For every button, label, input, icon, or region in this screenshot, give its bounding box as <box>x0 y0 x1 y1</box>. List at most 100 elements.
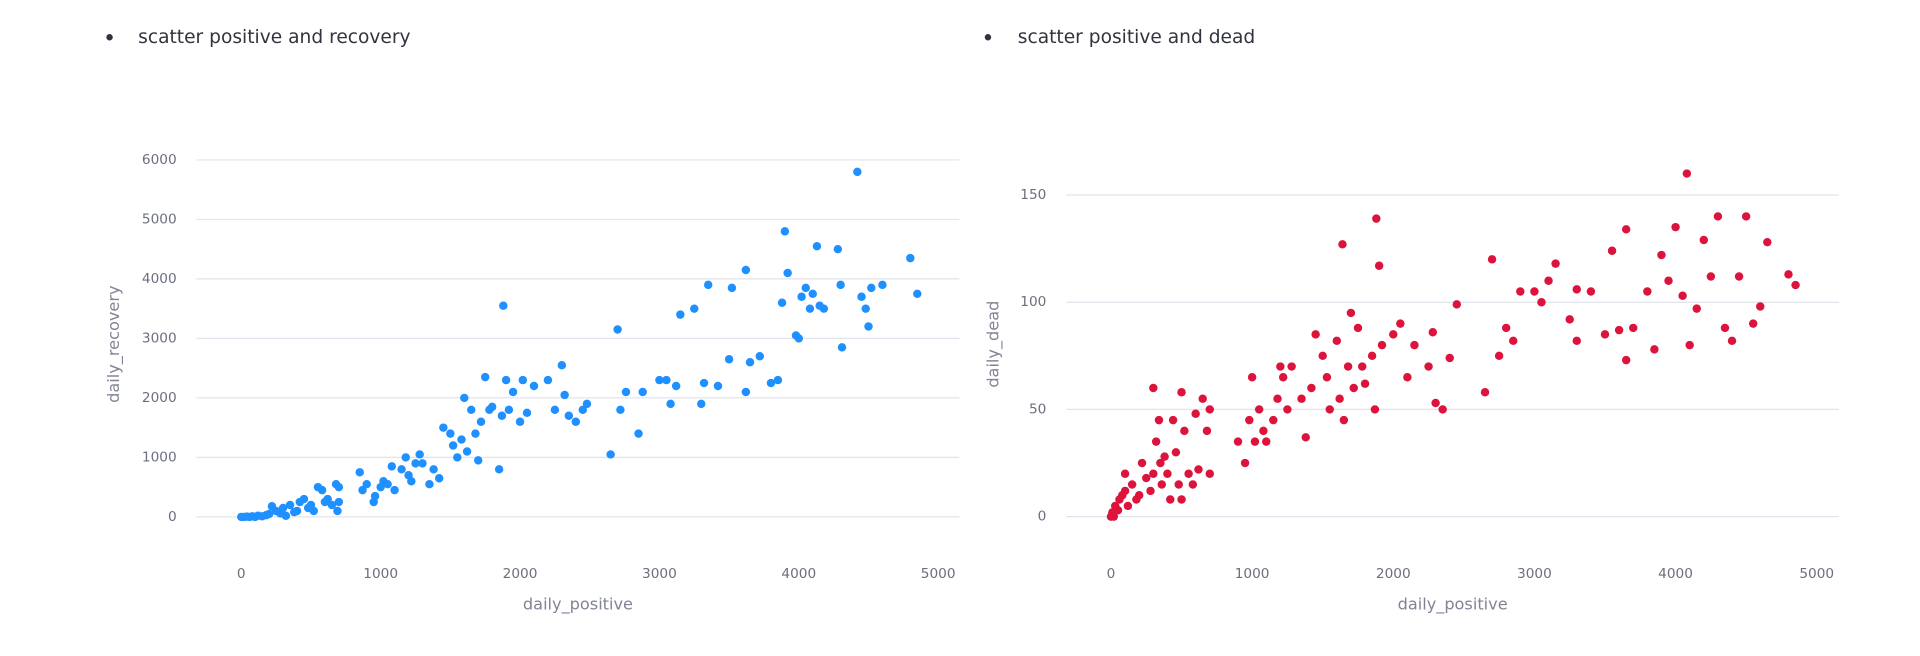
point <box>429 465 438 474</box>
point <box>699 378 709 388</box>
y-tick-label: 1000 <box>142 449 177 465</box>
point <box>1205 469 1214 478</box>
point <box>1346 308 1356 318</box>
point <box>1247 373 1257 382</box>
point <box>1720 323 1730 333</box>
point <box>741 387 751 397</box>
point <box>1431 398 1440 408</box>
point <box>1445 353 1454 363</box>
point <box>1177 495 1186 504</box>
point <box>557 360 567 370</box>
x-tick-label: 2000 <box>1376 566 1411 582</box>
point <box>1123 501 1133 511</box>
point <box>1339 415 1349 425</box>
point <box>358 485 367 495</box>
point <box>281 511 291 520</box>
point <box>819 304 829 313</box>
point <box>613 325 622 334</box>
point <box>1188 480 1198 489</box>
point <box>1287 362 1296 371</box>
point <box>1184 469 1193 478</box>
point <box>418 459 427 468</box>
point <box>1565 315 1574 324</box>
point <box>571 417 581 426</box>
point <box>1428 328 1438 337</box>
point <box>662 375 671 385</box>
point <box>474 456 483 465</box>
point <box>401 453 410 462</box>
point <box>1706 272 1716 281</box>
point <box>1137 458 1147 468</box>
point <box>1109 512 1119 521</box>
point <box>1180 426 1189 436</box>
y-tick-label: 0 <box>1038 509 1047 525</box>
point <box>327 500 337 510</box>
point <box>1202 426 1212 436</box>
point <box>1657 250 1666 260</box>
point <box>1349 383 1358 393</box>
point <box>494 465 504 474</box>
point <box>861 304 870 313</box>
point <box>837 343 847 352</box>
point <box>1692 304 1701 313</box>
y-tick-label: 3000 <box>142 330 177 346</box>
point <box>1146 486 1155 496</box>
point <box>1269 415 1278 425</box>
y-tick-label: 150 <box>1020 187 1046 203</box>
point <box>1191 409 1200 418</box>
x-tick-label: 5000 <box>1799 566 1834 582</box>
point <box>446 429 455 438</box>
point <box>508 387 518 397</box>
point <box>1544 276 1553 285</box>
point <box>1245 415 1254 425</box>
bullet <box>984 34 992 41</box>
point <box>1377 340 1387 350</box>
point <box>1614 325 1624 335</box>
point <box>1240 458 1250 468</box>
point <box>397 465 406 474</box>
point <box>1389 330 1398 339</box>
point <box>755 352 765 361</box>
point <box>1621 355 1631 365</box>
point <box>1343 362 1353 371</box>
point <box>1163 469 1172 478</box>
point <box>1166 495 1175 504</box>
point <box>1374 261 1384 270</box>
point <box>457 435 466 444</box>
y-tick-label: 4000 <box>142 271 177 287</box>
point <box>621 387 631 397</box>
point <box>1650 345 1659 354</box>
x-tick-label: 4000 <box>1658 566 1693 582</box>
point <box>453 453 462 462</box>
point <box>1160 452 1169 461</box>
point <box>797 292 806 302</box>
y-axis-label: daily_recovery <box>104 285 124 403</box>
point <box>1372 214 1381 223</box>
point <box>638 387 647 397</box>
point <box>1671 222 1680 232</box>
point <box>1763 237 1772 247</box>
point <box>1332 336 1342 346</box>
point <box>783 268 792 278</box>
point <box>1127 480 1137 489</box>
point <box>497 411 507 420</box>
point <box>1273 394 1282 403</box>
point <box>407 476 416 486</box>
point <box>309 506 318 516</box>
x-tick-label: 5000 <box>921 566 956 582</box>
point <box>836 280 845 290</box>
y-tick-label: 0 <box>168 509 177 525</box>
point <box>1410 340 1419 350</box>
x-tick-label: 2000 <box>503 566 538 582</box>
point <box>434 474 444 483</box>
point <box>780 227 790 236</box>
point <box>1699 235 1709 245</box>
point <box>1156 458 1165 468</box>
point <box>355 468 364 477</box>
point <box>857 292 866 302</box>
point <box>1338 240 1347 249</box>
point <box>1113 505 1123 515</box>
point <box>777 298 787 307</box>
x-tick-label: 1000 <box>363 566 398 582</box>
